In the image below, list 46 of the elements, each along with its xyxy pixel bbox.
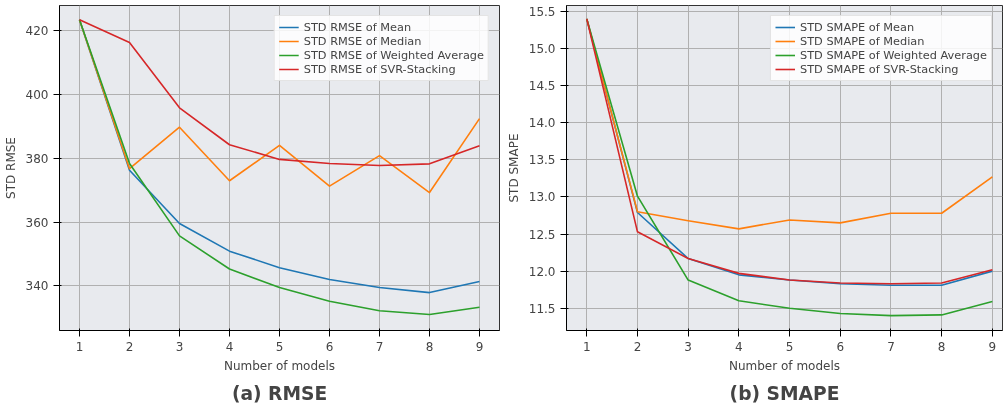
y-axis-title: STD RMSE <box>3 137 18 199</box>
text: (b) SMAPE <box>729 382 840 404</box>
y-tick-label: 360 <box>25 215 49 230</box>
x-tick-label: 2 <box>125 339 134 354</box>
x-tick-label: 4 <box>225 339 234 354</box>
x-tick-label: 6 <box>325 339 334 354</box>
legend-label: STD RMSE of Median <box>303 34 422 48</box>
x-tick-label: 1 <box>582 339 591 354</box>
x-tick-label: 3 <box>684 339 692 354</box>
y-tick-label: 15.0 <box>528 42 556 57</box>
x-tick-label: 7 <box>375 339 384 354</box>
legend-label: STD SMAPE of Mean <box>799 20 915 34</box>
legend-label: STD RMSE of SVR-Stacking <box>303 62 456 76</box>
legend-label: STD RMSE of Mean <box>303 20 412 34</box>
x-tick-label: 5 <box>275 339 284 354</box>
y-tick-label: 14.5 <box>528 79 556 94</box>
legend-label: STD RMSE of Weighted Average <box>303 48 484 62</box>
x-axis-title: Number of models <box>223 358 336 373</box>
text: (a) RMSE <box>231 382 328 404</box>
x-tick-label: 6 <box>836 339 845 354</box>
x-tick-label: 9 <box>988 339 997 354</box>
y-tick-label: 12.0 <box>528 264 556 279</box>
y-tick-label: 13.5 <box>528 153 556 168</box>
y-tick-label: 12.5 <box>528 227 556 242</box>
x-tick-label: 1 <box>75 339 84 354</box>
x-tick-label: 5 <box>785 339 794 354</box>
y-tick-label: 11.5 <box>528 301 556 316</box>
y-tick-label: 420 <box>25 24 49 39</box>
x-tick-label: 3 <box>175 339 184 354</box>
y-tick-label: 380 <box>25 151 49 166</box>
x-tick-label: 8 <box>937 339 946 354</box>
legend-label: STD SMAPE of SVR-Stacking <box>799 62 959 76</box>
y-tick-label: 15.5 <box>528 4 556 19</box>
legend-label: STD SMAPE of Median <box>799 34 925 48</box>
x-tick-label: 9 <box>475 339 484 354</box>
x-tick-label: 2 <box>633 339 642 354</box>
x-tick-label: 4 <box>735 339 743 354</box>
y-tick-label: 400 <box>25 88 49 103</box>
y-tick-label: 13.0 <box>528 190 556 205</box>
x-tick-label: 7 <box>887 339 895 354</box>
y-tick-label: 14.0 <box>528 116 556 131</box>
x-tick-label: 8 <box>425 339 434 354</box>
x-axis-title: Number of models <box>728 358 841 373</box>
y-tick-label: 340 <box>25 279 49 294</box>
legend-label: STD SMAPE of Weighted Average <box>799 48 987 62</box>
y-axis-title: STD SMAPE <box>506 133 521 203</box>
